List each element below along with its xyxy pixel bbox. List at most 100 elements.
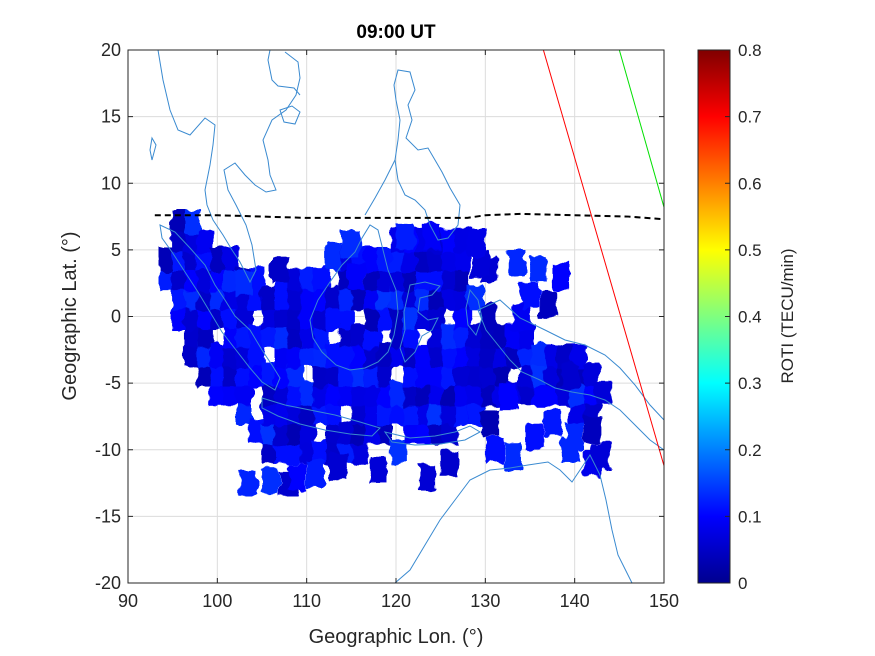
roti-cell [287, 439, 304, 464]
roti-cell [338, 420, 355, 445]
roti-cell [262, 467, 280, 494]
roti-cell [235, 362, 252, 387]
roti-cells [158, 209, 613, 497]
roti-cell [390, 305, 407, 330]
roti-cell [364, 324, 381, 349]
roti-cell [531, 362, 548, 387]
roti-cell [223, 324, 240, 349]
roti-cell [274, 381, 291, 406]
roti-cell [325, 420, 343, 445]
roti-cell [390, 324, 407, 349]
roti-cell [313, 362, 330, 387]
coastline-new-guinea [477, 299, 664, 451]
roti-cell [210, 247, 227, 272]
colorbar-tick-label: 0.1 [738, 507, 762, 526]
colorbar-tick-label: 0.2 [738, 441, 762, 460]
roti-cell [313, 381, 330, 406]
roti-cell [472, 250, 490, 277]
roti-cell [531, 343, 548, 368]
roti-cell [235, 269, 253, 297]
x-axis-label: Geographic Lon. (°) [309, 626, 484, 648]
roti-cell [390, 400, 407, 425]
roti-cell [416, 285, 433, 310]
roti-cell [592, 443, 611, 470]
roti-cell [325, 305, 343, 330]
roti-cell [364, 285, 381, 310]
roti-cell [210, 362, 227, 387]
roti-cell [338, 362, 355, 387]
roti-cell [338, 285, 355, 310]
roti-cell [493, 324, 510, 349]
roti-cell [287, 420, 304, 445]
coastline-small-island [149, 136, 157, 161]
roti-cell [416, 266, 433, 291]
roti-cell [583, 381, 600, 406]
y-tick-label: 5 [111, 240, 121, 260]
roti-cell [416, 343, 433, 368]
roti-cell [403, 266, 420, 291]
roti-cell [171, 247, 188, 272]
y-tick-label: 10 [101, 173, 121, 193]
roti-cell [210, 266, 227, 291]
roti-cell [503, 443, 521, 470]
roti-cell [396, 223, 414, 250]
roti-cell [422, 223, 441, 250]
roti-cell [369, 456, 387, 483]
roti-cell [570, 400, 587, 425]
roti-cell [223, 305, 240, 330]
colorbar-ticks: 0 0.1 0.2 0.3 0.4 0.5 0.6 0.7 0.8 [725, 41, 762, 593]
roti-cell [184, 266, 201, 291]
roti-cell [261, 439, 278, 464]
roti-cell [325, 400, 343, 425]
roti-cell [184, 343, 201, 368]
roti-cell [171, 228, 188, 253]
roti-cell [197, 362, 214, 387]
roti-cell [416, 420, 433, 445]
coastlines [149, 50, 664, 583]
roti-cell [223, 266, 240, 291]
roti-cell [274, 439, 291, 464]
roti-cell [544, 343, 561, 368]
roti-cell [377, 285, 394, 310]
roti-cell [544, 362, 561, 387]
roti-cell [300, 324, 317, 349]
roti-cell [300, 420, 317, 445]
roti-cell [248, 420, 265, 445]
roti-cell [324, 243, 343, 270]
roti-cell [158, 266, 175, 291]
roti-cell [346, 263, 365, 290]
roti-cell [248, 324, 265, 349]
roti-cell [197, 228, 214, 253]
roti-cell [300, 439, 317, 464]
coastline-lesser-sunda [383, 425, 482, 446]
roti-cell [403, 247, 420, 272]
colorbar-tick-label: 0.8 [738, 41, 762, 60]
roti-cell [364, 266, 381, 291]
roti-cell [480, 343, 497, 368]
roti-cell [338, 305, 355, 330]
roti-cell [351, 285, 368, 310]
roti-cell [552, 263, 571, 290]
roti-cell [171, 266, 188, 291]
roti-cell [351, 400, 368, 425]
roti-cell [485, 436, 504, 463]
coastline-sulawesi [399, 281, 441, 363]
colorbar-tick-label: 0 [738, 574, 747, 593]
roti-cell [325, 381, 343, 406]
roti-cell [338, 381, 355, 406]
roti-cell [416, 400, 433, 425]
roti-cell [351, 324, 368, 349]
roti-cell [313, 439, 330, 464]
roti-cell [416, 381, 433, 406]
roti-cell [325, 343, 343, 368]
x-tick-label: 130 [470, 591, 500, 611]
roti-cell [287, 305, 304, 330]
roti-cell [313, 324, 330, 349]
x-tick-label: 110 [292, 591, 321, 611]
roti-cell [261, 305, 278, 330]
roti-cell [197, 324, 214, 349]
roti-cell [235, 343, 252, 368]
roti-cell [441, 381, 458, 406]
roti-cell [261, 324, 278, 349]
